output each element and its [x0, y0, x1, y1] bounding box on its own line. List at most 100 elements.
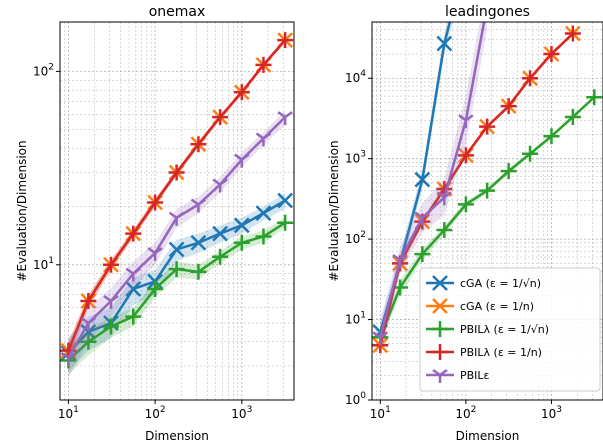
point-pbil_sqrt — [190, 263, 207, 280]
legend-entry-pbil_n: PBILλ (ε = 1/n) — [426, 344, 542, 360]
point-pbil_n — [80, 292, 97, 309]
chart-title: leadingones — [445, 4, 530, 20]
point-pbil_eps — [168, 211, 185, 226]
point-pbil_n — [233, 84, 250, 101]
point-pbil_eps — [60, 351, 77, 366]
markers-pbil_sqrt — [372, 89, 603, 346]
y-tick-label: 104 — [345, 69, 366, 85]
legend-marker — [432, 321, 448, 337]
legend-marker — [432, 344, 448, 360]
point-pbil_eps — [277, 111, 293, 126]
markers-pbil_eps — [60, 111, 293, 366]
legend-marker — [432, 275, 448, 291]
markers-pbil_n — [60, 32, 294, 359]
axes-frame — [59, 21, 295, 401]
series-line-pbil_eps — [379, 22, 486, 338]
point-pbil_sqrt — [564, 108, 581, 125]
point-cga_sqrt — [414, 171, 431, 188]
x-tick-label: 103 — [231, 405, 252, 421]
point-pbil_n — [255, 56, 272, 73]
x-axis-label: Dimension — [145, 429, 209, 443]
markers-pbil_eps — [372, 114, 474, 346]
point-pbil_sqrt — [277, 214, 294, 231]
point-pbil_sqrt — [543, 128, 560, 145]
legend-marker — [432, 298, 448, 314]
legend-label: PBILε — [460, 369, 490, 382]
legend-label: PBILλ (ε = 1/√n) — [460, 323, 549, 336]
point-pbil_eps — [80, 317, 97, 332]
legend: cGA (ε = 1/√n) cGA (ε = 1/n) PBILλ (ε = 1/… — [419, 267, 601, 392]
ticks: 101 102 103 101 102 — [33, 62, 252, 421]
point-cga_sqrt — [255, 205, 272, 222]
plot-area — [372, 22, 603, 357]
point-pbil_n — [168, 164, 185, 181]
point-cga_sqrt — [277, 192, 294, 209]
y-axis-label: #Evaluation/Dimension — [15, 140, 29, 281]
x-tick-label: 101 — [370, 405, 391, 421]
legend-box — [419, 267, 601, 392]
point-pbil_n — [277, 32, 294, 49]
point-pbil_sqrt — [255, 228, 272, 245]
point-pbil_n — [564, 25, 581, 42]
point-pbil_n — [125, 225, 142, 242]
point-pbil_sqrt — [80, 333, 97, 350]
point-pbil_n — [190, 136, 207, 153]
point-pbil_n — [457, 147, 474, 164]
point-pbil_sqrt — [522, 145, 539, 162]
legend-entry-cga_sqrt: cGA (ε = 1/√n) — [426, 275, 541, 291]
band-cga_sqrt — [68, 193, 286, 372]
point-pbil_sqrt — [500, 163, 517, 180]
legend-entry-pbil_eps: PBILε — [426, 368, 490, 383]
point-cga_sqrt — [212, 225, 228, 242]
point-pbil_eps — [414, 211, 431, 226]
point-pbil_sqrt — [586, 89, 603, 106]
y-tick-label: 101 — [33, 256, 54, 272]
point-pbil_sqrt — [168, 261, 185, 278]
point-pbil_eps — [147, 247, 163, 262]
point-pbil_sqrt — [103, 318, 120, 335]
x-axis-label: Dimension — [456, 429, 520, 443]
legend-label: cGA (ε = 1/n) — [460, 300, 534, 313]
x-tick-label: 102 — [145, 405, 166, 421]
y-tick-label: 101 — [345, 311, 366, 327]
y-tick-label: 102 — [33, 62, 54, 78]
point-cga_sqrt — [190, 234, 207, 251]
point-pbil_n — [500, 98, 517, 115]
point-cga_sqrt — [233, 217, 250, 234]
point-pbil_sqrt — [125, 308, 142, 325]
point-pbil_sqrt — [212, 248, 229, 265]
point-cga_sqrt — [125, 281, 142, 297]
point-pbil_n — [103, 256, 120, 273]
x-tick-label: 103 — [541, 405, 562, 421]
legend-marker — [432, 368, 448, 383]
point-pbil_eps — [125, 267, 141, 282]
point-pbil_eps — [436, 191, 453, 206]
series-line-pbil_n — [379, 32, 574, 346]
point-pbil_n — [147, 194, 164, 211]
point-pbil_sqrt — [233, 234, 250, 251]
point-pbil_eps — [372, 331, 389, 346]
point-pbil_eps — [212, 178, 228, 193]
band-pbil_eps — [380, 22, 488, 357]
y-tick-label: 100 — [345, 391, 366, 407]
point-pbil_eps — [190, 198, 207, 213]
band-pbil_eps — [68, 110, 286, 378]
point-pbil_eps — [458, 114, 474, 129]
point-pbil_n — [479, 118, 496, 135]
legend-label: cGA (ε = 1/√n) — [460, 277, 541, 290]
point-pbil_sqrt — [457, 196, 474, 213]
point-pbil_sqrt — [436, 221, 453, 238]
point-pbil_n — [543, 46, 560, 63]
point-pbil_sqrt — [147, 280, 164, 297]
point-cga_sqrt — [80, 323, 97, 340]
legend-entry-cga_n: cGA (ε = 1/n) — [426, 298, 534, 314]
point-cga_sqrt — [168, 241, 185, 258]
plot-area — [60, 32, 294, 378]
legend-label: PBILλ (ε = 1/n) — [460, 346, 542, 359]
point-pbil_eps — [255, 132, 272, 147]
chart-panel-onemax: 101 102 103 101 102 onemax Dimension #Evaluatio… — [15, 4, 295, 443]
y-tick-label: 102 — [345, 230, 366, 246]
point-pbil_eps — [234, 153, 250, 168]
